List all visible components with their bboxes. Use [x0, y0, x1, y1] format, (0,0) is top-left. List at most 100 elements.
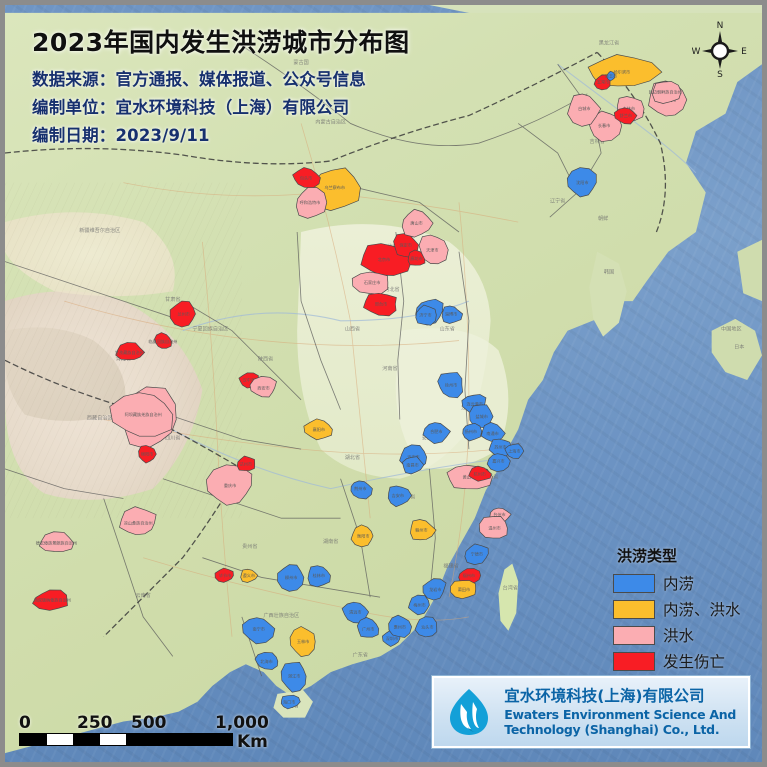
scale-unit-label: Km [237, 732, 268, 752]
flood-city-region[interactable] [652, 81, 682, 104]
legend-label-1: 内涝、洪水 [663, 601, 741, 619]
flood-city-region[interactable] [414, 616, 438, 638]
flood-city-label: 湛江市 [288, 673, 300, 679]
legend-item-0[interactable]: 内涝 [613, 572, 741, 594]
flood-city-label: 盐城市 [476, 413, 488, 419]
flood-city-region[interactable] [350, 524, 374, 548]
flood-city-region[interactable] [214, 567, 234, 583]
legend-item-2[interactable]: 洪水 [613, 624, 741, 646]
province-label: 广东省 [353, 650, 368, 658]
flood-city-region[interactable] [154, 332, 173, 349]
flood-city-label: 汉中市 [243, 377, 255, 383]
flood-city-region[interactable] [307, 565, 331, 588]
flood-city-region[interactable] [242, 617, 276, 645]
flood-city-region[interactable] [504, 443, 525, 459]
flood-city-region[interactable] [280, 662, 307, 693]
flood-city-region[interactable] [441, 305, 464, 324]
flood-city-region[interactable] [401, 208, 434, 238]
flood-city-region[interactable] [486, 453, 511, 472]
flood-city-label: 广州市 [362, 625, 374, 631]
flood-city-region[interactable] [402, 456, 425, 475]
legend-title: 洪涝类型 [617, 547, 678, 565]
flood-city-label: 合肥市 [430, 428, 442, 434]
flood-city-region[interactable] [38, 531, 75, 552]
flood-city-region[interactable] [407, 594, 430, 616]
flood-city-region[interactable] [240, 568, 259, 583]
flood-city-label: 衡阳市 [357, 533, 369, 539]
province-label: 广西壮族自治区 [263, 611, 299, 619]
flood-city-region[interactable] [277, 564, 305, 592]
flood-city-label: 重庆市 [224, 482, 236, 488]
flood-city-region[interactable] [236, 455, 256, 471]
flood-city-region[interactable] [138, 445, 157, 464]
flood-city-region[interactable] [450, 580, 477, 600]
compass-south-label: S [717, 70, 723, 79]
flood-city-label: 苏州市 [494, 444, 506, 450]
legend-item-1[interactable]: 内涝、洪水 [613, 598, 741, 620]
flood-city-region[interactable] [410, 519, 437, 541]
taiwan-land [498, 563, 519, 631]
flood-city-region[interactable] [407, 249, 426, 266]
province-label: 韩国 [604, 267, 614, 275]
province-label: 贵州省 [242, 542, 257, 550]
province-label: 湖南省 [323, 537, 338, 545]
flood-city-region[interactable] [468, 465, 492, 482]
flood-city-region[interactable] [350, 480, 373, 500]
province-label: 山东省 [439, 325, 454, 333]
flood-city-region[interactable] [32, 589, 68, 611]
flood-city-label: 梅州市 [413, 602, 425, 608]
compass-west-label: W [692, 47, 701, 57]
flood-city-label: 五常市 [597, 79, 609, 85]
flood-city-region[interactable] [587, 110, 623, 143]
flood-city-region[interactable] [613, 107, 638, 125]
korea-land [589, 251, 627, 337]
flood-city-label: 吉林市 [623, 105, 635, 111]
flood-city-region[interactable] [418, 234, 449, 265]
flood-city-label: 白城市 [578, 105, 590, 111]
flood-city-region[interactable] [464, 543, 489, 565]
flood-city-region[interactable] [422, 578, 447, 601]
flood-city-label: 安庆市 [407, 454, 419, 460]
flood-city-region[interactable] [119, 506, 157, 536]
flood-city-region[interactable] [169, 300, 196, 328]
flood-city-region[interactable] [387, 485, 413, 508]
flood-city-region[interactable] [422, 422, 451, 444]
flood-city-region[interactable] [478, 515, 508, 539]
flood-city-region[interactable] [280, 694, 301, 710]
flood-city-region[interactable] [567, 93, 602, 127]
flood-city-label: 毕节市 [219, 572, 231, 578]
flood-city-label: 徐州市 [445, 382, 457, 388]
flood-city-region[interactable] [415, 304, 437, 326]
flood-city-region[interactable] [566, 167, 597, 198]
scale-tick-labels: 0 250 500 1,000 [19, 711, 269, 733]
flood-city-label: 汕头市 [421, 623, 433, 629]
province-label: 中国地区 [721, 325, 742, 333]
flood-city-label: 西双版纳傣族自治州 [34, 597, 71, 603]
flood-city-region[interactable] [249, 376, 277, 398]
flood-city-region[interactable] [254, 651, 279, 670]
flood-city-region[interactable] [109, 392, 174, 437]
flood-city-label: 北京市 [378, 256, 390, 262]
flood-city-label: 阿坝藏族羌族自治州 [125, 411, 162, 417]
flood-city-label: 唐山市 [410, 220, 422, 226]
flood-city-region[interactable] [462, 423, 483, 442]
flood-city-region[interactable] [437, 372, 464, 399]
legend-item-3[interactable]: 发生伤亡 [613, 650, 741, 672]
flood-city-region[interactable] [458, 568, 481, 584]
province-label: 蒙古国 [293, 58, 308, 66]
flood-city-region[interactable] [115, 342, 146, 361]
flood-city-label: 南宁市 [252, 625, 264, 631]
flood-city-label: 赣州市 [415, 527, 427, 533]
flood-city-region[interactable] [295, 187, 328, 219]
flood-city-region[interactable] [606, 70, 616, 82]
flood-city-region[interactable] [363, 292, 397, 317]
compass-north-label: N [717, 21, 724, 31]
flood-city-label: 深圳市 [386, 635, 398, 641]
flood-city-region[interactable] [289, 626, 316, 657]
flood-city-region[interactable] [388, 614, 412, 638]
province-label: 山西省 [345, 325, 360, 333]
flood-city-region[interactable] [303, 418, 333, 441]
flood-city-region[interactable] [356, 617, 380, 638]
compass-ring [710, 41, 730, 61]
province-label: 河南省 [382, 364, 397, 372]
